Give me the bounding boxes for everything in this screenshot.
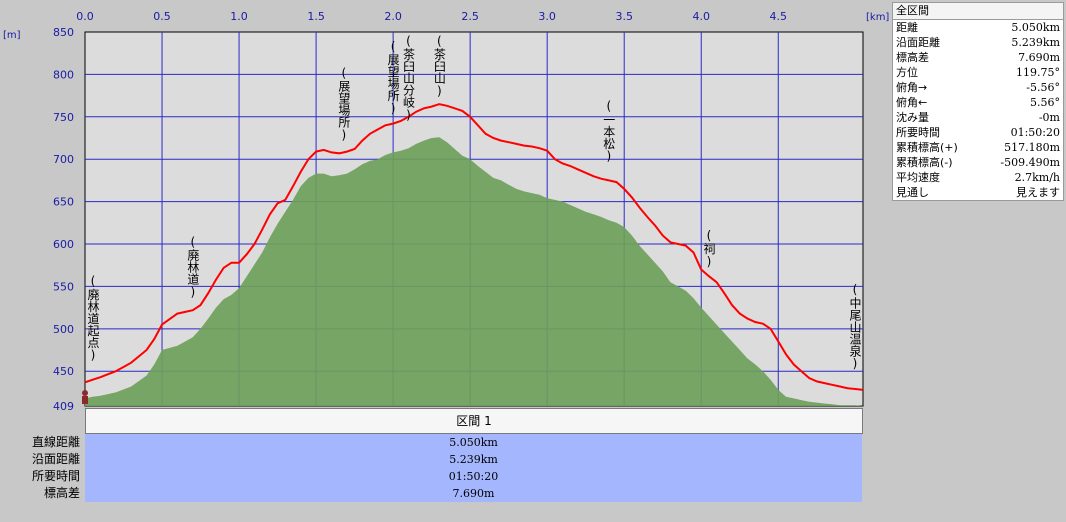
summary-panel: 全区間 距離 5.050km 沿面距離 5.239km 標高差 7.690m 方位 119.7…	[892, 2, 1064, 201]
start-marker[interactable]	[82, 390, 88, 404]
interval-row: 沿面距離 5.239km	[0, 451, 862, 468]
summary-label: 累積標高(-)	[896, 156, 953, 169]
place-label: (展望場所)	[337, 66, 351, 142]
place-label: (廃林道)	[186, 235, 200, 299]
start-marker-head	[82, 390, 88, 396]
summary-row: 累積標高(+) 517.180m	[893, 140, 1063, 155]
summary-value: 517.180m	[1004, 141, 1060, 154]
x-axis-unit: [km]	[866, 12, 889, 23]
x-tick-label: 2.0	[384, 10, 402, 23]
summary-row: 方位 119.75°	[893, 65, 1063, 80]
y-tick-label: 550	[53, 280, 74, 293]
interval-label: 標高差	[43, 486, 80, 500]
summary-row: 標高差 7.690m	[893, 50, 1063, 65]
summary-title: 全区間	[893, 3, 1063, 20]
y-tick-label: 800	[53, 68, 74, 81]
route-elevation-line	[84, 103, 864, 391]
summary-label: 俯角→	[896, 81, 928, 94]
summary-row: 見通し 見えます	[893, 185, 1063, 200]
place-label: (祠)	[702, 229, 716, 269]
interval-value: 7.690m	[85, 485, 862, 502]
x-tick-label: 4.0	[692, 10, 710, 23]
y-tick-label: 409	[53, 400, 74, 413]
x-tick-label: 1.5	[307, 10, 325, 23]
summary-label: 見通し	[896, 186, 929, 199]
place-label: (茶臼山)	[432, 34, 446, 98]
y-tick-label: 650	[53, 196, 74, 209]
y-tick-label: 500	[53, 323, 74, 336]
summary-value: 5.239km	[1011, 36, 1060, 49]
interval-header[interactable]: 区間 1	[85, 408, 863, 434]
summary-value: 見えます	[1016, 186, 1060, 199]
interval-label: 直線距離	[31, 435, 80, 449]
x-tick-label: 0.0	[76, 10, 94, 23]
place-label: (中尾山温泉)	[848, 283, 862, 371]
place-label: (茶臼山分岐)	[402, 34, 416, 122]
x-tick-label: 3.5	[615, 10, 633, 23]
summary-row: 沈み量 -0m	[893, 110, 1063, 125]
y-tick-label: 600	[53, 238, 74, 251]
interval-label: 沿面距離	[31, 452, 80, 466]
summary-label: 沈み量	[896, 111, 929, 124]
summary-table: 距離 5.050km 沿面距離 5.239km 標高差 7.690m 方位 119.75° 俯角…	[893, 20, 1063, 200]
summary-row: 俯角→ -5.56°	[893, 80, 1063, 95]
y-tick-label: 850	[53, 26, 74, 39]
y-tick-label: 750	[53, 111, 74, 124]
terrain-area	[85, 137, 863, 406]
interval-row: 所要時間 01:50:20	[0, 468, 862, 485]
y-tick-label: 700	[53, 153, 74, 166]
summary-row: 平均速度 2.7km/h	[893, 170, 1063, 185]
y-axis-unit: [m]	[3, 30, 21, 41]
summary-value: 5.050km	[1011, 21, 1060, 34]
summary-value: 5.56°	[1030, 96, 1060, 109]
place-label: (展望場所)	[386, 40, 400, 116]
summary-label: 標高差	[896, 51, 929, 64]
interval-value: 5.050km	[85, 434, 862, 451]
summary-label: 累積標高(+)	[896, 141, 958, 154]
summary-row: 距離 5.050km	[893, 20, 1063, 35]
x-tick-label: 0.5	[153, 10, 171, 23]
summary-value: -0m	[1038, 111, 1060, 124]
summary-label: 距離	[896, 21, 918, 34]
summary-label: 所要時間	[896, 126, 940, 139]
interval-label: 所要時間	[31, 469, 80, 483]
place-label: (廃林道起点)	[86, 274, 100, 362]
summary-value: -509.490m	[1000, 156, 1060, 169]
summary-row: 俯角← 5.56°	[893, 95, 1063, 110]
summary-value: -5.56°	[1026, 81, 1060, 94]
interval-row: 標高差 7.690m	[0, 485, 862, 502]
summary-label: 俯角←	[896, 96, 928, 109]
x-tick-label: 3.0	[538, 10, 556, 23]
x-tick-label: 2.5	[461, 10, 479, 23]
y-tick-label: 450	[53, 365, 74, 378]
place-label: (一本松)	[602, 99, 616, 163]
summary-label: 方位	[896, 66, 918, 79]
summary-value: 7.690m	[1018, 51, 1060, 64]
summary-value: 119.75°	[1016, 66, 1060, 79]
summary-row: 沿面距離 5.239km	[893, 35, 1063, 50]
summary-label: 平均速度	[896, 171, 940, 184]
x-tick-label: 1.0	[230, 10, 248, 23]
interval-value: 01:50:20	[85, 468, 862, 485]
interval-table: 直線距離 5.050km 沿面距離 5.239km 所要時間 01:50:20 標高差 7.6…	[0, 434, 862, 502]
summary-row: 所要時間 01:50:20	[893, 125, 1063, 140]
interval-row: 直線距離 5.050km	[0, 434, 862, 451]
summary-value: 01:50:20	[1010, 126, 1060, 139]
summary-label: 沿面距離	[896, 36, 940, 49]
x-tick-label: 4.5	[770, 10, 788, 23]
summary-row: 累積標高(-) -509.490m	[893, 155, 1063, 170]
summary-value: 2.7km/h	[1014, 171, 1060, 184]
interval-value: 5.239km	[85, 451, 862, 468]
start-marker-body	[82, 396, 88, 404]
